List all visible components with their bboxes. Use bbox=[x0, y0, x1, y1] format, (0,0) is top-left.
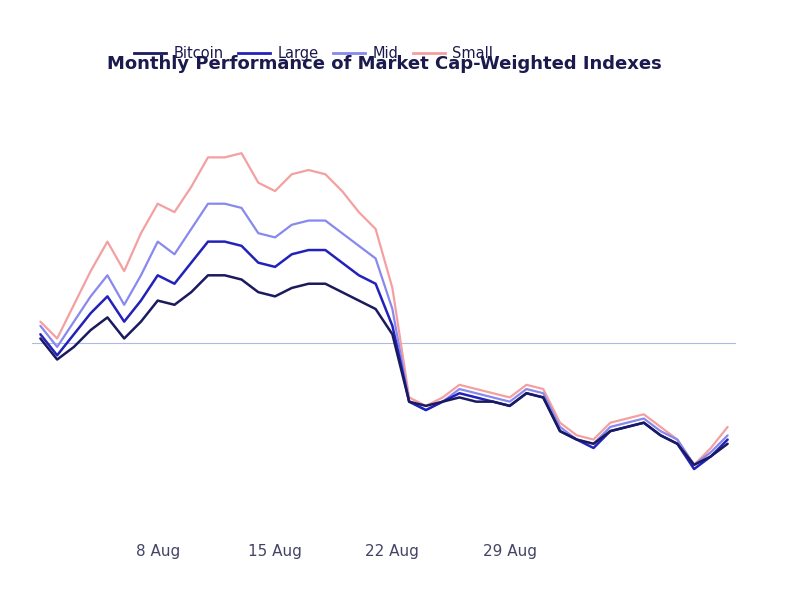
Title: Monthly Performance of Market Cap-Weighted Indexes: Monthly Performance of Market Cap-Weight… bbox=[106, 55, 662, 73]
Legend: Bitcoin, Large, Mid, Small: Bitcoin, Large, Mid, Small bbox=[128, 40, 499, 67]
